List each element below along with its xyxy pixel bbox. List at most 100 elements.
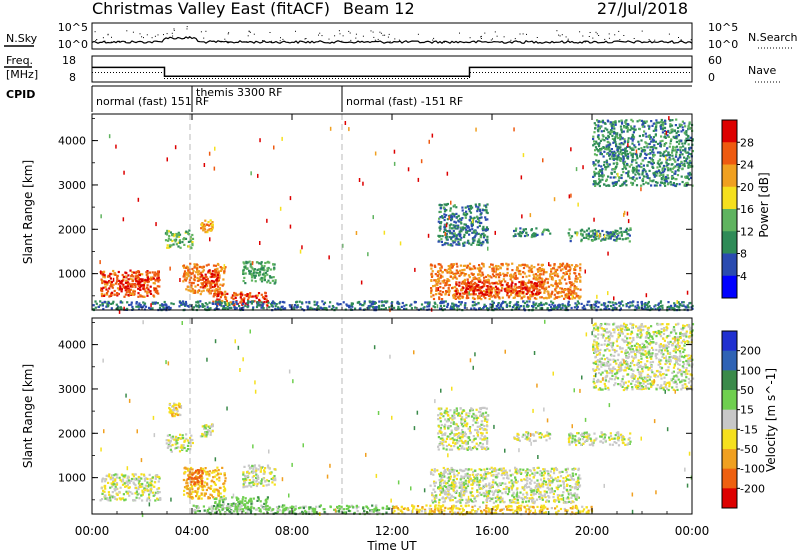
data-cell <box>223 489 227 492</box>
data-cell <box>608 184 611 187</box>
data-cell <box>674 165 677 168</box>
data-cell <box>215 269 218 273</box>
data-cell <box>185 479 188 482</box>
data-cell <box>687 143 690 146</box>
data-cell <box>516 267 519 270</box>
data-cell <box>571 294 574 299</box>
data-cell <box>460 218 463 222</box>
data-cell <box>214 300 217 303</box>
data-cell <box>526 285 529 288</box>
data-cell <box>256 268 259 271</box>
data-cell <box>183 467 186 470</box>
data-cell <box>612 158 615 161</box>
data-cell <box>632 135 635 138</box>
data-cell <box>645 153 648 156</box>
data-cell <box>105 288 108 291</box>
data-cell <box>113 474 116 477</box>
data-cell <box>681 164 684 167</box>
data-cell <box>103 485 106 488</box>
data-cell <box>444 268 447 272</box>
nave-right-tick-top: 60 <box>708 54 722 67</box>
data-cell <box>595 172 598 175</box>
data-cell <box>541 267 544 271</box>
data-cell <box>253 270 256 273</box>
data-cell <box>650 184 653 187</box>
data-cell <box>218 287 221 290</box>
data-cell <box>662 173 665 176</box>
data-cell <box>250 295 253 298</box>
data-cell <box>238 305 241 308</box>
data-cell <box>189 492 192 495</box>
data-cell <box>631 304 634 307</box>
data-cell <box>199 272 202 275</box>
data-cell <box>499 305 503 308</box>
data-cell <box>458 294 461 297</box>
data-cell <box>166 244 169 247</box>
data-cell <box>405 303 408 307</box>
y-tick-label: 1000 <box>58 268 86 281</box>
data-cell <box>669 180 672 184</box>
data-cell <box>454 285 457 289</box>
data-cell <box>185 302 188 305</box>
data-cell <box>218 476 221 479</box>
data-cell <box>260 280 264 283</box>
data-cell <box>599 152 602 156</box>
data-cell <box>401 301 404 305</box>
data-cell <box>339 303 342 306</box>
data-cell <box>513 127 515 132</box>
data-cell <box>593 182 596 185</box>
data-cell <box>493 294 496 297</box>
data-cell <box>170 302 173 305</box>
data-cell <box>141 284 144 287</box>
noise-right-label: N.Search <box>748 31 798 44</box>
data-cell <box>479 209 482 213</box>
data-cell <box>467 226 470 229</box>
data-cell <box>200 290 203 293</box>
data-cell <box>594 180 597 183</box>
data-cell <box>115 483 119 486</box>
data-cell <box>635 168 638 172</box>
data-cell <box>305 301 308 304</box>
data-cell <box>649 307 652 310</box>
data-cell <box>560 282 563 285</box>
data-cell <box>640 162 643 165</box>
data-cell <box>219 296 222 299</box>
data-cell <box>569 237 572 240</box>
data-cell <box>472 231 475 234</box>
data-cell <box>191 242 194 245</box>
noise-search-point <box>604 38 606 40</box>
data-cell <box>447 243 450 246</box>
data-cell <box>436 283 439 287</box>
data-cell <box>147 288 150 291</box>
data-cell <box>374 301 377 304</box>
noise-search-point <box>589 32 591 33</box>
data-cell <box>166 306 169 309</box>
data-cell <box>264 499 267 502</box>
data-cell <box>437 240 440 243</box>
data-cell <box>267 483 270 486</box>
data-cell <box>498 276 501 279</box>
data-cell <box>610 148 613 151</box>
data-cell <box>613 127 616 130</box>
data-cell <box>600 165 603 168</box>
data-cell <box>105 305 108 308</box>
data-cell <box>271 301 274 304</box>
data-cell <box>448 267 451 270</box>
data-cell <box>133 482 136 486</box>
data-cell <box>443 203 446 206</box>
data-cell <box>503 273 506 277</box>
data-cell <box>129 491 132 494</box>
data-cell <box>486 238 489 241</box>
data-cell <box>134 484 137 487</box>
data-cell <box>451 305 454 308</box>
data-cell <box>202 289 205 292</box>
data-cell <box>517 286 520 289</box>
data-cell <box>475 284 478 287</box>
data-cell <box>630 154 633 157</box>
data-cell <box>620 149 623 152</box>
data-cell <box>597 136 600 139</box>
data-cell <box>456 307 458 312</box>
data-cell <box>209 219 212 222</box>
data-cell <box>619 184 622 187</box>
data-cell <box>614 229 617 232</box>
